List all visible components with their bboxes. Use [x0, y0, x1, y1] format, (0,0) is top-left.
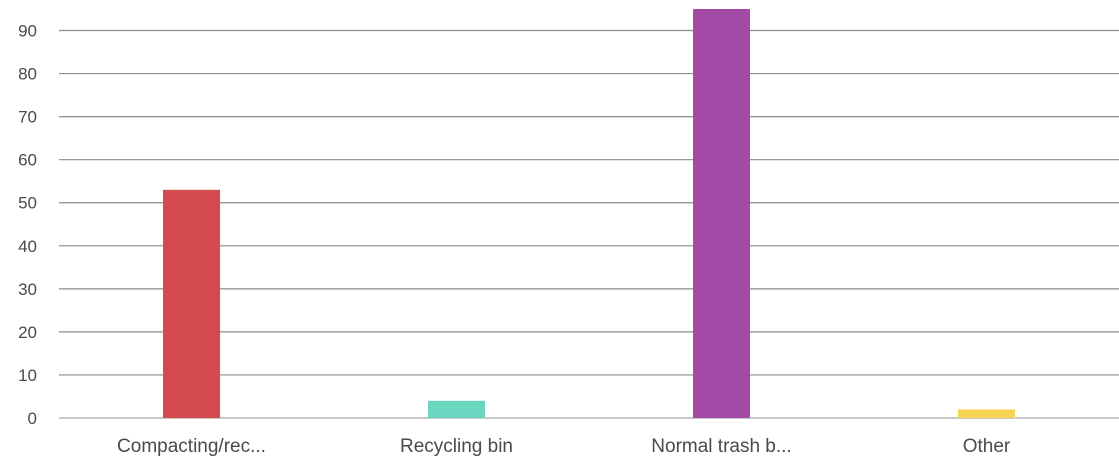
x-tick-label: Normal trash b... — [651, 436, 791, 457]
bar[interactable] — [693, 9, 750, 418]
y-tick-label: 50 — [18, 194, 37, 213]
y-tick-label: 60 — [18, 151, 37, 170]
y-tick-label: 30 — [18, 280, 37, 299]
bars — [163, 9, 1015, 418]
y-tick-label: 70 — [18, 108, 37, 127]
y-tick-label: 20 — [18, 323, 37, 342]
y-tick-label: 80 — [18, 65, 37, 84]
bar[interactable] — [163, 189, 220, 418]
y-tick-label: 10 — [18, 366, 37, 385]
y-tick-label: 90 — [18, 22, 37, 41]
x-axis-labels: Compacting/rec... Recycling bin Normal tra… — [117, 436, 1011, 457]
x-tick-label: Recycling bin — [400, 436, 513, 457]
y-tick-label: 40 — [18, 237, 37, 256]
gridlines — [59, 29, 1119, 419]
y-tick-label: 0 — [28, 409, 37, 428]
bar[interactable] — [428, 400, 485, 418]
bar[interactable] — [958, 409, 1015, 418]
x-tick-label: Other — [963, 436, 1011, 457]
x-tick-label: Compacting/rec... — [117, 436, 266, 457]
y-axis-ticks: 0 10 20 30 40 50 60 70 80 90 — [18, 22, 37, 428]
